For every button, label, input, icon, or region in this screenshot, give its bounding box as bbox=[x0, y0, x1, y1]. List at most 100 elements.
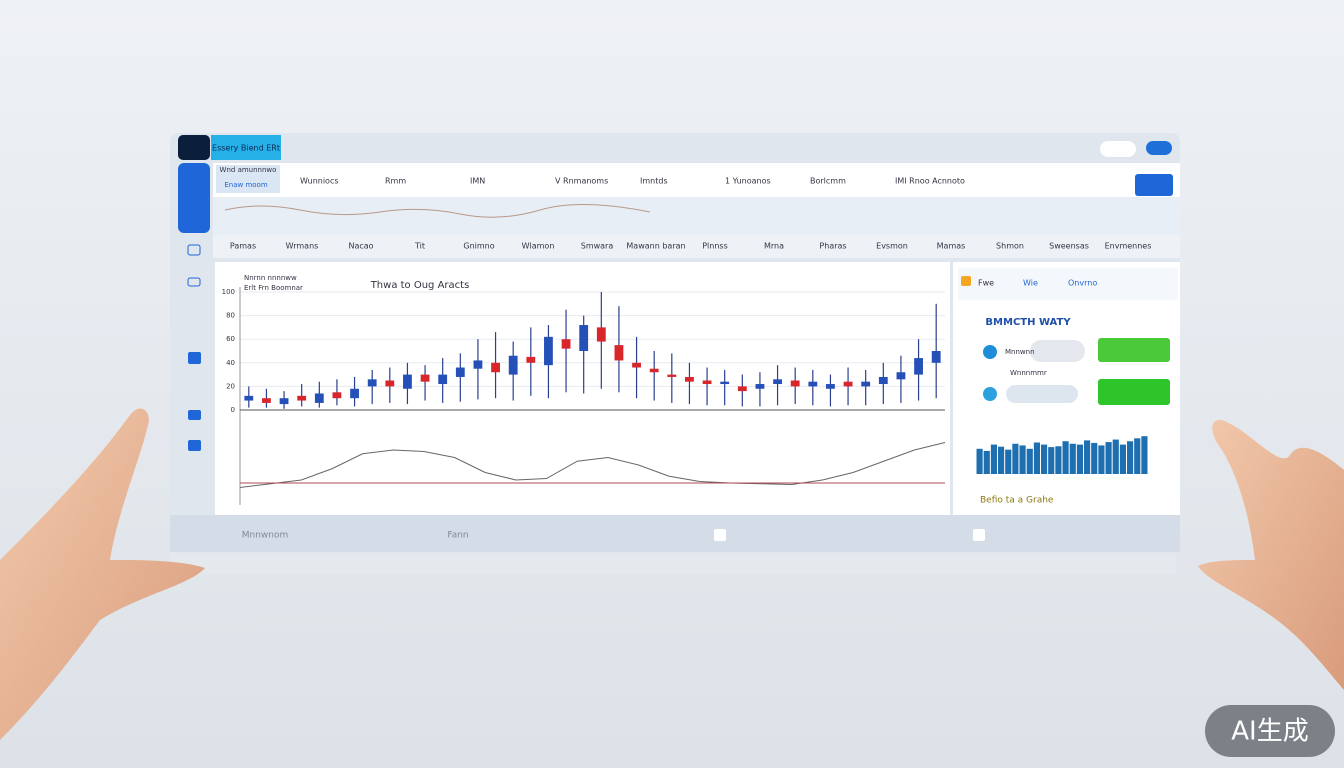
candle-body bbox=[914, 358, 923, 375]
input[interactable] bbox=[1006, 385, 1078, 403]
tab: Pharas bbox=[819, 242, 846, 251]
tab: Sweensas bbox=[1049, 242, 1089, 251]
candle-body bbox=[244, 395, 254, 401]
candle-body bbox=[420, 374, 430, 382]
side-bar bbox=[1141, 436, 1148, 474]
candle-body bbox=[685, 376, 694, 382]
right-hand bbox=[1198, 419, 1344, 690]
candle-body bbox=[878, 376, 888, 385]
candle-body bbox=[561, 339, 571, 349]
footer-text: Mnnwnom bbox=[242, 531, 289, 541]
trend-line bbox=[239, 442, 946, 488]
tab: Mamas bbox=[937, 242, 966, 251]
tab: Evsmon bbox=[876, 242, 908, 251]
logo bbox=[178, 135, 210, 160]
side-bar bbox=[1026, 448, 1033, 474]
candle-body bbox=[314, 393, 324, 403]
watermark: AI生成 bbox=[1231, 717, 1308, 747]
ticker: 1 Yunoanos bbox=[725, 177, 771, 186]
side-bar bbox=[1091, 442, 1098, 474]
footer-icon[interactable] bbox=[973, 529, 985, 541]
candle-body bbox=[279, 398, 289, 405]
ticker: V Rnmanoms bbox=[555, 177, 608, 186]
tab: Nacao bbox=[348, 242, 373, 251]
sparkline-row bbox=[213, 197, 1180, 235]
side-bar bbox=[1033, 442, 1040, 474]
side-bar bbox=[1012, 443, 1019, 474]
toggle[interactable] bbox=[1100, 141, 1136, 157]
candle-body bbox=[843, 381, 853, 387]
side-bar bbox=[976, 448, 983, 474]
icon bbox=[961, 276, 971, 286]
candle-body bbox=[262, 398, 271, 403]
candle-body bbox=[861, 381, 871, 387]
footer-text: Fann bbox=[447, 531, 468, 541]
side-bar bbox=[1112, 439, 1119, 474]
footer-icon[interactable] bbox=[714, 529, 726, 541]
candle-body bbox=[808, 381, 818, 387]
candle-body bbox=[526, 356, 536, 363]
tab: Wrmans bbox=[286, 242, 319, 251]
icon bbox=[983, 387, 997, 401]
ticker: Wunniocs bbox=[300, 177, 339, 186]
candle-body bbox=[438, 374, 448, 385]
side-row: Mnnwnn bbox=[1005, 348, 1035, 356]
candle-body bbox=[649, 368, 659, 373]
candle-body bbox=[737, 386, 747, 392]
candle-body bbox=[297, 395, 307, 401]
side-tab: Wie bbox=[1023, 279, 1038, 288]
y-tick-label: 60 bbox=[226, 335, 235, 343]
candle-body bbox=[702, 380, 712, 385]
side-footer: Befio ta a Grahe bbox=[980, 496, 1054, 506]
sell-button[interactable] bbox=[1098, 379, 1170, 405]
candle-body bbox=[790, 380, 800, 387]
tab-row bbox=[213, 235, 1180, 258]
chart-panel bbox=[215, 262, 950, 515]
side-bar bbox=[1048, 447, 1055, 474]
tab: Mawann baran bbox=[626, 242, 685, 251]
side-heading: BMMCTH WATY bbox=[985, 317, 1071, 328]
candle-body bbox=[667, 374, 677, 377]
tab: Envmennes bbox=[1105, 242, 1152, 251]
side-bar bbox=[1127, 441, 1134, 474]
y-tick-label: 40 bbox=[226, 359, 235, 367]
legend: Nnrnn nnnnww bbox=[244, 274, 297, 282]
tab: Shmon bbox=[996, 242, 1024, 251]
candle-body bbox=[403, 374, 412, 389]
side-bar bbox=[1019, 445, 1026, 474]
candle-body bbox=[385, 380, 395, 387]
side-bar bbox=[1084, 440, 1091, 474]
candle-body bbox=[931, 351, 941, 363]
y-tick-label: 20 bbox=[226, 382, 235, 390]
ticker-bar bbox=[213, 163, 1180, 197]
brand-box bbox=[211, 135, 281, 160]
candle-body bbox=[755, 384, 765, 389]
tab: Pamas bbox=[230, 242, 256, 251]
y-tick-label: 80 bbox=[226, 312, 235, 320]
candle-body bbox=[896, 372, 906, 380]
side-tabs bbox=[958, 268, 1178, 300]
candle-body bbox=[367, 379, 377, 387]
side-bar bbox=[1062, 441, 1069, 474]
tab: Wlamon bbox=[522, 242, 555, 251]
candle-body bbox=[773, 379, 782, 385]
side-tab: Onvrno bbox=[1068, 279, 1097, 288]
buy-button[interactable] bbox=[1098, 338, 1170, 362]
action-button[interactable] bbox=[1135, 174, 1173, 196]
chart-title: Thwa to Oug Aracts bbox=[370, 280, 470, 291]
input[interactable] bbox=[1030, 340, 1085, 362]
tab: Plnnss bbox=[702, 242, 728, 251]
balance: Enaw moom bbox=[224, 181, 267, 189]
ticker: Borlcmm bbox=[810, 177, 846, 186]
candle-body bbox=[579, 325, 589, 351]
footer-bar bbox=[170, 515, 1180, 552]
ticker: Rmm bbox=[385, 177, 406, 186]
side-bar bbox=[1119, 444, 1126, 474]
candle-body bbox=[455, 367, 465, 377]
candle-body bbox=[473, 360, 483, 369]
brand: Essery Biend ERt bbox=[212, 144, 280, 153]
toggle[interactable] bbox=[1146, 141, 1172, 155]
side-row: Wnnnmmr bbox=[1010, 369, 1047, 377]
